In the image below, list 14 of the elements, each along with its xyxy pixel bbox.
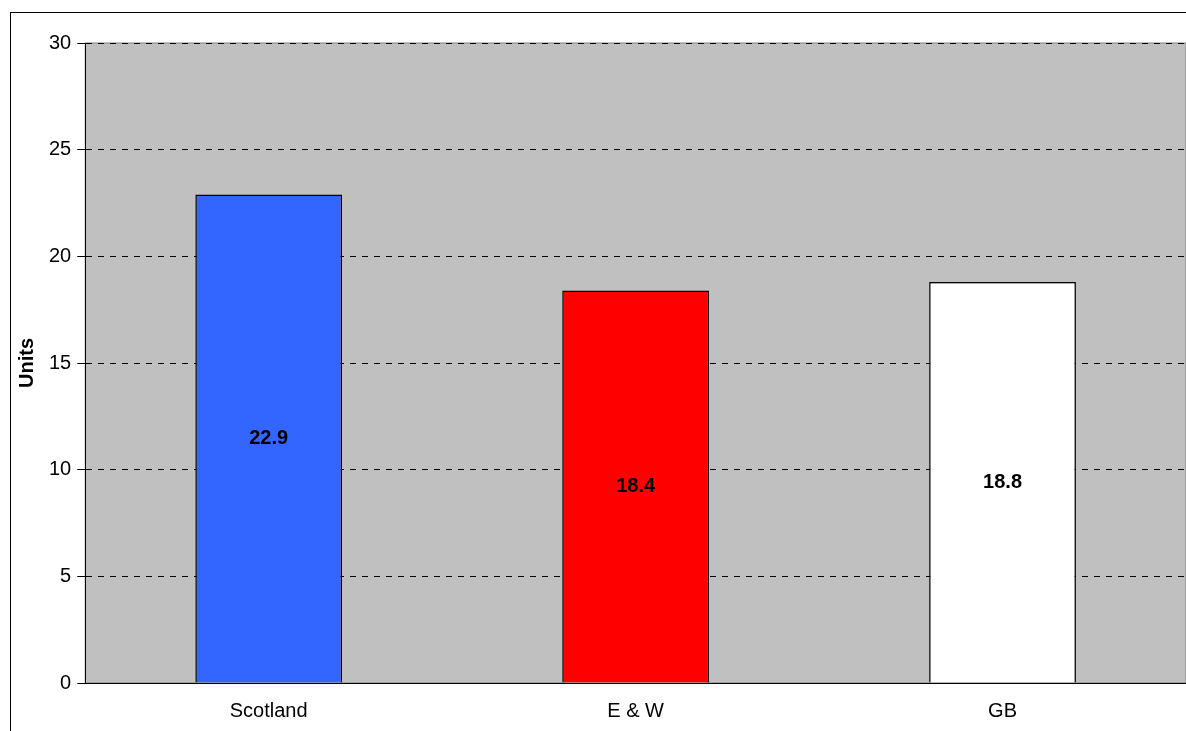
data-label: 22.9 (249, 426, 289, 448)
x-tick-label: Scotland (229, 698, 308, 721)
y-tick-label: 15 (49, 350, 72, 373)
data-label: 18.8 (983, 469, 1023, 492)
y-tick-label: 10 (49, 457, 72, 480)
x-tick-label: GB (988, 698, 1017, 721)
y-tick-label: 20 (49, 243, 72, 266)
y-tick-label: 5 (60, 563, 72, 586)
x-tick-label: E & W (607, 698, 665, 721)
y-tick-label: 30 (49, 30, 72, 53)
y-axis-title: Units (14, 338, 37, 388)
y-tick-label: 0 (60, 670, 72, 693)
y-tick-label: 25 (49, 137, 72, 160)
data-label: 18.4 (616, 474, 656, 496)
